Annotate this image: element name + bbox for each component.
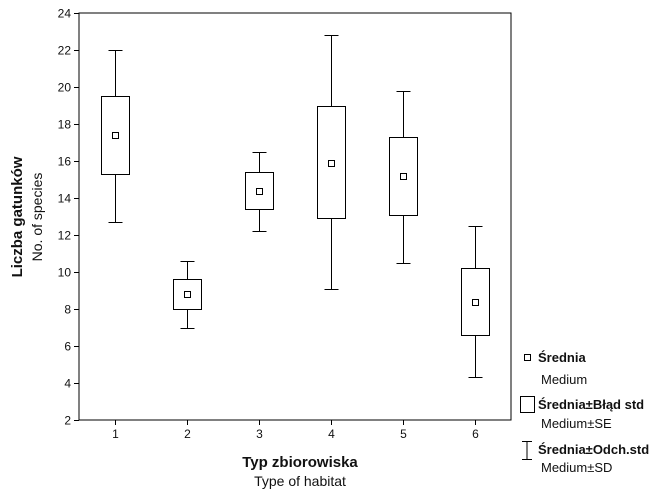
x-tick-label: 3 [256,427,263,441]
y-tick-label: 2 [64,414,71,428]
legend-mean-swatch [525,355,531,361]
legend-sd-sublabel: Medium±SD [541,460,612,475]
y-axis-title: Liczba gatunków [9,156,26,277]
y-tick-label: 22 [58,44,72,58]
x-tick-label: 1 [112,427,119,441]
x-tick-label: 5 [400,427,407,441]
y-tick-label: 4 [64,377,71,391]
box-group-5 [390,92,418,264]
mean-point [257,189,263,195]
box-group-3 [246,153,274,232]
x-axis-subtitle: Type of habitat [254,473,346,489]
y-tick-label: 20 [58,81,72,95]
legend-se-label: Średnia±Błąd std [538,397,644,412]
y-tick-label: 18 [58,118,72,132]
legend-mean-label: Średnia [538,350,586,365]
x-axis-title: Typ zbiorowiska [242,454,358,471]
y-tick-label: 6 [64,340,71,354]
x-tick-label: 2 [184,427,191,441]
y-tick-label: 24 [58,7,72,21]
x-axis: 1 2 3 4 5 6 [112,420,479,441]
x-tick-label: 6 [472,427,479,441]
box-group-4 [318,36,346,290]
y-tick-label: 12 [58,229,72,243]
legend: Średnia Medium Średnia±Błąd std Medium±S… [521,350,650,475]
y-tick-label: 16 [58,155,72,169]
mean-point [329,161,335,167]
y-tick-label: 8 [64,303,71,317]
mean-point [401,174,407,180]
boxes [102,36,490,378]
y-tick-label: 14 [58,192,72,206]
box-group-6 [462,227,490,378]
box-group-1 [102,51,130,223]
x-tick-label: 4 [328,427,335,441]
plot-frame [79,13,511,420]
legend-sd-label: Średnia±Odch.std [538,442,649,457]
y-axis-subtitle: No. of species [29,173,45,262]
box-group-2 [174,262,202,329]
mean-point [185,292,191,298]
mean-point [473,300,479,306]
legend-sd-swatch [522,442,532,460]
y-tick-label: 10 [58,266,72,280]
legend-se-sublabel: Medium±SE [541,416,612,431]
legend-mean-sublabel: Medium [541,372,587,387]
legend-se-swatch [521,397,535,413]
mean-point [113,133,119,139]
